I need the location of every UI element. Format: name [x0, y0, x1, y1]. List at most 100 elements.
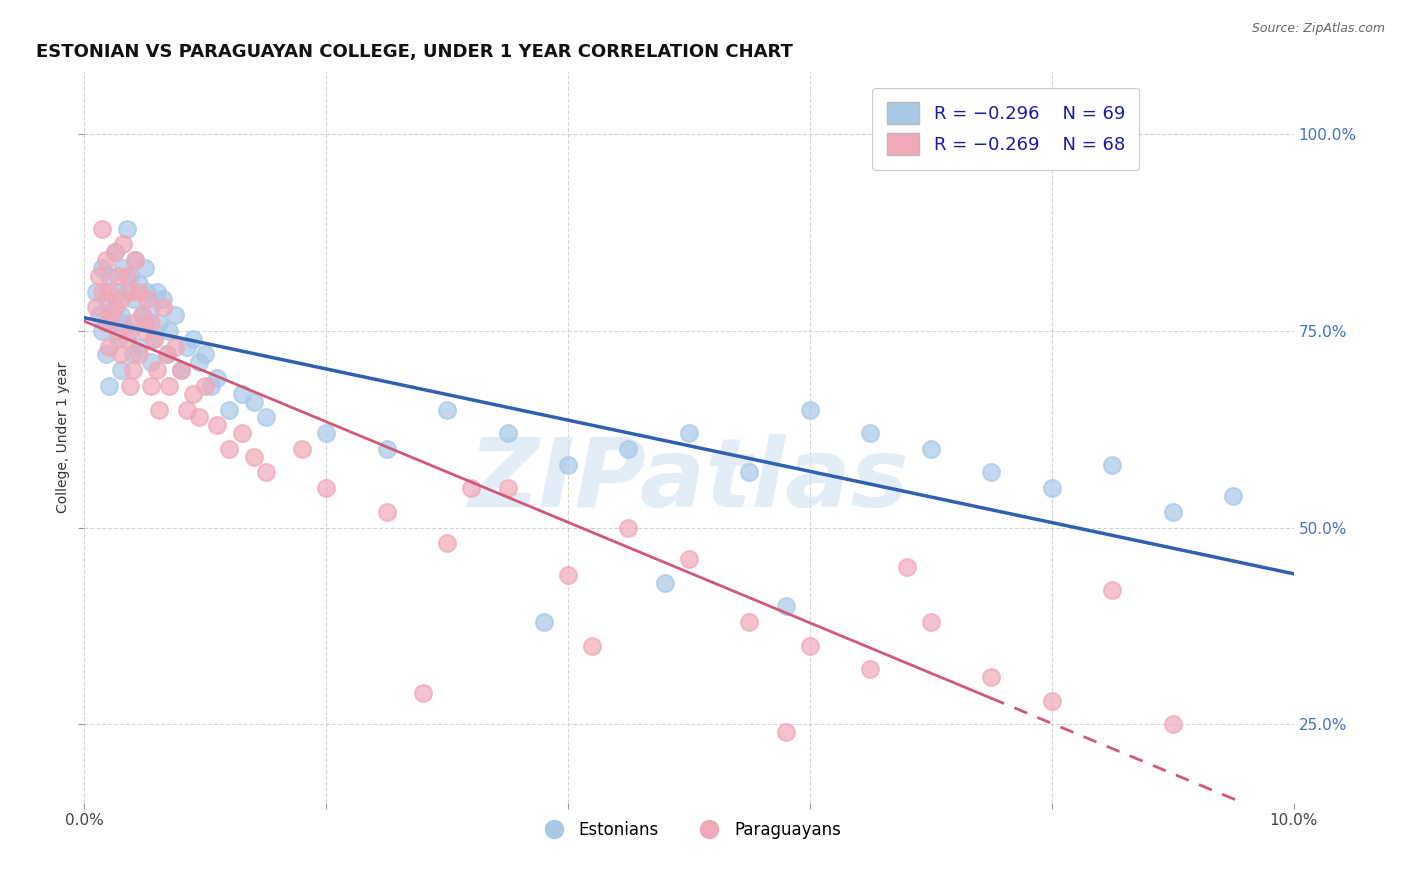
Point — [155, 347, 177, 361]
Point — [980, 670, 1002, 684]
Point — [87, 308, 110, 322]
Point — [86, 301, 108, 315]
Point — [107, 268, 129, 283]
Y-axis label: College, Under 1 year: College, Under 1 year — [56, 361, 70, 513]
Point — [152, 293, 174, 307]
Point — [124, 253, 146, 268]
Point — [315, 426, 337, 441]
Point — [412, 686, 434, 700]
Point — [134, 316, 156, 330]
Point — [170, 363, 193, 377]
Legend: Estonians, Paraguayans: Estonians, Paraguayans — [530, 814, 848, 846]
Point — [139, 379, 162, 393]
Point — [139, 301, 162, 315]
Point — [97, 285, 120, 299]
Point — [188, 410, 211, 425]
Point — [136, 293, 159, 307]
Point — [1222, 489, 1244, 503]
Point — [128, 285, 150, 299]
Point — [254, 410, 277, 425]
Point — [859, 662, 882, 676]
Point — [291, 442, 314, 456]
Point — [231, 426, 253, 441]
Point — [100, 316, 122, 330]
Point — [148, 402, 170, 417]
Point — [131, 308, 153, 322]
Point — [146, 363, 169, 377]
Text: Source: ZipAtlas.com: Source: ZipAtlas.com — [1251, 22, 1385, 36]
Point — [231, 387, 253, 401]
Point — [799, 402, 821, 417]
Point — [194, 347, 217, 361]
Point — [110, 347, 132, 361]
Point — [242, 394, 264, 409]
Point — [157, 379, 180, 393]
Point — [97, 340, 120, 354]
Point — [121, 316, 143, 330]
Point — [375, 505, 398, 519]
Point — [1040, 693, 1063, 707]
Point — [152, 301, 174, 315]
Point — [128, 340, 150, 354]
Point — [775, 599, 797, 614]
Point — [496, 426, 519, 441]
Point — [176, 402, 198, 417]
Point — [896, 559, 918, 574]
Point — [112, 237, 135, 252]
Point — [496, 481, 519, 495]
Point — [207, 371, 229, 385]
Point — [107, 285, 129, 299]
Point — [1101, 583, 1123, 598]
Point — [207, 418, 229, 433]
Point — [176, 340, 198, 354]
Point — [120, 379, 142, 393]
Point — [94, 293, 117, 307]
Point — [86, 285, 108, 299]
Point — [1101, 458, 1123, 472]
Point — [121, 363, 143, 377]
Point — [112, 260, 135, 275]
Point — [128, 347, 150, 361]
Point — [980, 466, 1002, 480]
Point — [120, 324, 142, 338]
Point — [120, 268, 142, 283]
Point — [617, 442, 640, 456]
Point — [134, 324, 156, 338]
Point — [165, 340, 187, 354]
Point — [110, 363, 132, 377]
Point — [115, 221, 138, 235]
Point — [121, 293, 143, 307]
Point — [218, 442, 240, 456]
Point — [170, 363, 193, 377]
Point — [143, 332, 166, 346]
Point — [104, 301, 127, 315]
Point — [242, 450, 264, 464]
Point — [112, 316, 135, 330]
Point — [1161, 717, 1184, 731]
Point — [104, 301, 127, 315]
Point — [87, 268, 110, 283]
Point — [375, 442, 398, 456]
Point — [1040, 481, 1063, 495]
Point — [920, 615, 942, 629]
Point — [104, 245, 127, 260]
Point — [91, 221, 114, 235]
Point — [165, 308, 187, 322]
Point — [136, 285, 159, 299]
Point — [617, 520, 640, 534]
Text: ESTONIAN VS PARAGUAYAN COLLEGE, UNDER 1 YEAR CORRELATION CHART: ESTONIAN VS PARAGUAYAN COLLEGE, UNDER 1 … — [37, 44, 793, 62]
Point — [188, 355, 211, 369]
Point — [738, 615, 761, 629]
Point — [315, 481, 337, 495]
Point — [678, 552, 700, 566]
Point — [97, 268, 120, 283]
Point — [678, 426, 700, 441]
Point — [194, 379, 217, 393]
Point — [115, 332, 138, 346]
Point — [148, 316, 170, 330]
Point — [115, 268, 138, 283]
Point — [920, 442, 942, 456]
Point — [775, 725, 797, 739]
Point — [181, 387, 204, 401]
Point — [91, 324, 114, 338]
